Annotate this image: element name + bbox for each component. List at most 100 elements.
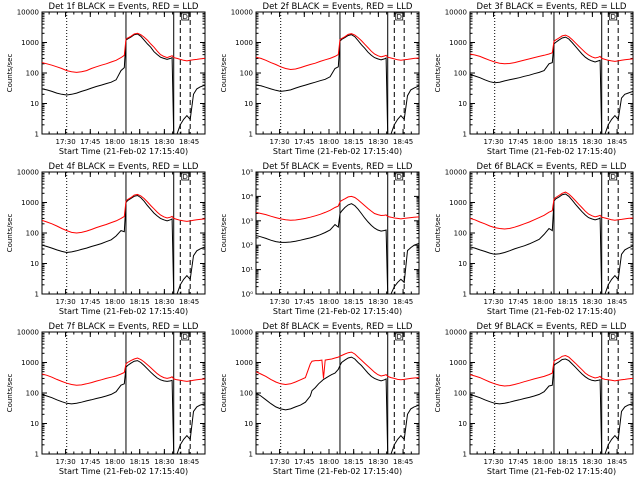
y-tick-label: 100 xyxy=(26,390,39,398)
x-tick-label: 18:15 xyxy=(130,138,150,146)
x-tick-label: 17:30 xyxy=(56,298,76,306)
x-axis-label: Start Time (21-Feb-02 17:15:40) xyxy=(59,147,188,156)
x-tick-label: 17:45 xyxy=(80,138,100,146)
x-tick-label: 17:30 xyxy=(56,138,76,146)
x-tick-label: 17:45 xyxy=(294,138,314,146)
marker-label: D xyxy=(611,333,616,341)
marker-label-box xyxy=(181,332,190,341)
y-axis-label: Counts/sec xyxy=(220,54,228,93)
y-tick-label: 1000 xyxy=(235,39,253,47)
lld-series-line xyxy=(42,32,205,73)
y-tick-label: 1000 xyxy=(21,39,39,47)
chart-title: Det 6f BLACK = Events, RED = LLD xyxy=(477,162,627,172)
y-tick-label: 1000 xyxy=(449,359,467,367)
x-tick-label: 18:15 xyxy=(344,138,364,146)
y-tick-label: 10 xyxy=(458,100,467,108)
x-tick-label: 18:00 xyxy=(105,298,125,306)
y-tick-label: 10¹ xyxy=(241,266,253,274)
y-tick-label: 1000 xyxy=(449,39,467,47)
x-tick-label: 17:30 xyxy=(56,458,76,466)
x-axis-label: Start Time (21-Feb-02 17:15:40) xyxy=(59,307,188,316)
x-tick-label: 18:15 xyxy=(558,298,578,306)
y-tick-label: 1000 xyxy=(235,359,253,367)
y-tick-label: 100 xyxy=(26,230,39,238)
events-series-line xyxy=(256,356,419,454)
x-tick-label: 18:45 xyxy=(393,298,413,306)
marker-label-box xyxy=(609,332,618,341)
x-axis-label: Start Time (21-Feb-02 17:15:40) xyxy=(487,147,616,156)
events-series-line xyxy=(42,194,205,294)
x-tick-label: 17:45 xyxy=(508,458,528,466)
lld-series-line xyxy=(256,351,419,386)
events-series-line xyxy=(256,34,419,134)
y-tick-label: 10000 xyxy=(17,9,39,17)
y-tick-label: 10000 xyxy=(445,169,467,177)
x-tick-label: 18:30 xyxy=(368,458,388,466)
x-tick-label: 18:45 xyxy=(393,458,413,466)
events-series-line xyxy=(42,360,205,454)
y-tick-label: 1 xyxy=(35,291,39,299)
y-tick-label: 100 xyxy=(454,70,467,78)
y-tick-label: 1 xyxy=(35,131,39,139)
y-tick-label: 1 xyxy=(463,451,467,459)
y-axis-label: Counts/sec xyxy=(220,374,228,413)
x-tick-label: 18:00 xyxy=(533,298,553,306)
y-tick-label: 10⁵ xyxy=(241,169,253,177)
x-tick-label: 18:00 xyxy=(105,138,125,146)
x-axis-label: Start Time (21-Feb-02 17:15:40) xyxy=(273,307,402,316)
y-tick-label: 10 xyxy=(244,100,253,108)
y-tick-label: 1 xyxy=(35,451,39,459)
x-tick-label: 18:45 xyxy=(393,138,413,146)
y-axis-label: Counts/sec xyxy=(434,374,442,413)
x-tick-label: 18:00 xyxy=(319,138,339,146)
marker-label: D xyxy=(397,333,402,341)
x-tick-label: 18:30 xyxy=(368,138,388,146)
x-tick-label: 18:00 xyxy=(319,458,339,466)
marker-label: D xyxy=(397,13,402,21)
y-tick-label: 1 xyxy=(463,291,467,299)
y-tick-label: 100 xyxy=(240,70,253,78)
x-tick-label: 18:00 xyxy=(533,458,553,466)
chart-panel-7: Det 7f BLACK = Events, RED = LLD 1 10 100 10… xyxy=(6,322,206,476)
lld-series-line xyxy=(470,191,633,230)
events-series-line xyxy=(470,358,633,454)
x-axis-label: Start Time (21-Feb-02 17:15:40) xyxy=(59,467,188,476)
y-tick-label: 10000 xyxy=(231,9,253,17)
y-tick-label: 10⁰ xyxy=(241,291,253,299)
x-tick-label: 18:45 xyxy=(179,138,199,146)
x-tick-label: 18:45 xyxy=(179,458,199,466)
marker-label-box xyxy=(395,12,404,21)
x-tick-label: 17:45 xyxy=(80,458,100,466)
y-tick-label: 10 xyxy=(30,420,39,428)
chart-panel-4: Det 4f BLACK = Events, RED = LLD 1 10 100 10… xyxy=(6,162,206,316)
x-tick-label: 18:30 xyxy=(154,298,174,306)
y-tick-label: 100 xyxy=(454,390,467,398)
marker-label: D xyxy=(183,173,188,181)
x-axis-label: Start Time (21-Feb-02 17:15:40) xyxy=(487,307,616,316)
y-tick-label: 10000 xyxy=(17,169,39,177)
x-tick-label: 17:45 xyxy=(294,298,314,306)
y-tick-label: 10000 xyxy=(445,329,467,337)
x-tick-label: 17:45 xyxy=(294,458,314,466)
x-axis-label: Start Time (21-Feb-02 17:15:40) xyxy=(273,467,402,476)
marker-label-box xyxy=(395,332,404,341)
x-axis-label: Start Time (21-Feb-02 17:15:40) xyxy=(273,147,402,156)
x-tick-label: 17:30 xyxy=(484,458,504,466)
marker-label-box xyxy=(181,12,190,21)
y-tick-label: 10000 xyxy=(17,329,39,337)
x-tick-label: 18:30 xyxy=(154,458,174,466)
y-axis-label: Counts/sec xyxy=(434,214,442,253)
events-series-line xyxy=(470,36,633,134)
x-tick-label: 17:30 xyxy=(270,458,290,466)
y-tick-label: 10 xyxy=(30,260,39,268)
y-tick-label: 10 xyxy=(458,260,467,268)
x-tick-label: 18:30 xyxy=(368,298,388,306)
chart-panel-8: Det 8f BLACK = Events, RED = LLD 1 10 100 10… xyxy=(220,322,420,476)
x-tick-label: 18:45 xyxy=(607,298,627,306)
x-tick-label: 18:15 xyxy=(558,458,578,466)
y-tick-label: 1000 xyxy=(21,359,39,367)
x-tick-label: 18:30 xyxy=(582,138,602,146)
y-tick-label: 100 xyxy=(240,390,253,398)
x-axis-label: Start Time (21-Feb-02 17:15:40) xyxy=(487,467,616,476)
